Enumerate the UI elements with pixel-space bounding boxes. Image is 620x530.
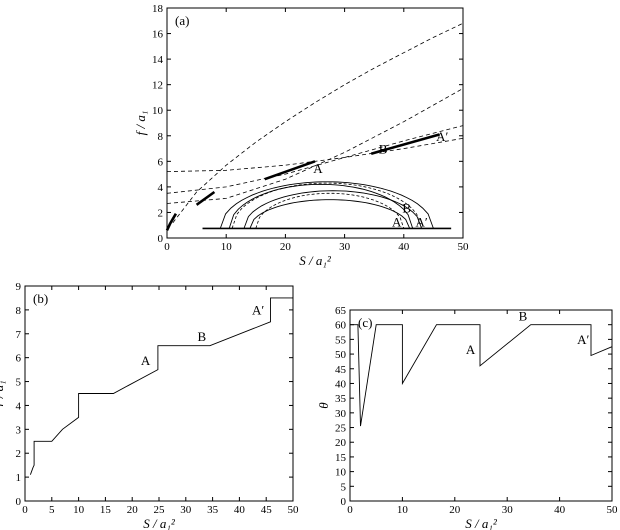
- panel-label: (a): [175, 13, 189, 28]
- plot-frame: [24, 285, 294, 502]
- arc-curve: [219, 181, 434, 229]
- annotation-label: B: [519, 308, 528, 323]
- y-tick-label: 0: [16, 496, 22, 508]
- x-tick-label: 15: [100, 504, 112, 516]
- y-axis-label: r / a₁: [0, 380, 6, 406]
- y-tick-label: 6: [158, 156, 164, 168]
- x-tick-label: 50: [607, 504, 619, 516]
- y-tick-label: 10: [152, 105, 164, 117]
- dashed-curve: [166, 125, 464, 194]
- annotation-label: A: [313, 161, 323, 176]
- x-tick-label: 5: [49, 504, 55, 516]
- y-tick-label: 30: [335, 408, 347, 420]
- x-tick-label: 10: [397, 504, 409, 516]
- x-tick-label: 40: [398, 241, 410, 253]
- bold-segment: [165, 213, 178, 231]
- arc-curve: [255, 192, 405, 229]
- annotation-label: A′: [577, 332, 589, 347]
- y-tick-label: 40: [335, 378, 347, 390]
- y-axis-label: θ: [316, 402, 331, 409]
- x-tick-label: 30: [180, 504, 192, 516]
- y-tick-label: 10: [335, 467, 347, 479]
- annotation-label: A′: [436, 129, 448, 144]
- annotation-label: A′: [415, 215, 427, 230]
- arc-curve: [249, 199, 411, 229]
- x-axis-label: S / a₁²: [465, 516, 498, 530]
- annotation-label: A: [392, 215, 402, 230]
- x-tick-label: 10: [221, 241, 233, 253]
- panel-label: (c): [358, 315, 372, 330]
- y-tick-label: 45: [335, 364, 347, 376]
- y-tick-label: 3: [16, 424, 22, 436]
- y-tick-label: 15: [335, 452, 347, 464]
- x-tick-label: 10: [73, 504, 85, 516]
- y-tick-label: 0: [341, 496, 347, 508]
- arc-curve: [231, 182, 422, 229]
- bold-segment: [370, 133, 440, 155]
- x-tick-label: 35: [207, 504, 219, 516]
- x-tick-label: 50: [288, 504, 300, 516]
- series-line: [29, 297, 293, 475]
- x-tick-label: 0: [22, 504, 28, 516]
- plot-frame: [349, 309, 613, 502]
- y-tick-label: 65: [335, 305, 347, 317]
- y-tick-label: 9: [16, 281, 22, 293]
- bold-segment: [264, 160, 316, 181]
- x-tick-label: 50: [458, 241, 470, 253]
- dashed-curve: [172, 22, 464, 223]
- x-tick-label: 40: [554, 504, 566, 516]
- x-tick-label: 0: [164, 241, 170, 253]
- panel-label: (b): [33, 291, 48, 306]
- y-tick-label: 55: [335, 334, 347, 346]
- y-tick-label: 8: [16, 305, 22, 317]
- y-tick-label: 14: [152, 54, 164, 66]
- annotation-label: A: [141, 353, 151, 368]
- y-tick-label: 20: [335, 437, 347, 449]
- y-tick-label: 5: [16, 377, 22, 389]
- y-tick-label: 12: [152, 80, 163, 92]
- x-axis-label: S / a₁²: [143, 516, 176, 530]
- x-tick-label: 20: [449, 504, 461, 516]
- y-tick-label: 7: [16, 329, 22, 341]
- y-tick-label: 16: [152, 29, 164, 41]
- y-tick-label: 18: [152, 3, 164, 15]
- annotation-label: A′: [252, 303, 264, 318]
- x-tick-label: 20: [127, 504, 139, 516]
- y-tick-label: 2: [158, 207, 164, 219]
- annotation-label: B: [402, 200, 411, 215]
- series-line: [350, 324, 613, 427]
- y-tick-label: 50: [335, 349, 347, 361]
- y-tick-label: 2: [16, 448, 22, 460]
- x-tick-label: 0: [347, 504, 353, 516]
- arc-curve: [228, 183, 414, 229]
- annotation-label: A: [466, 342, 476, 357]
- x-tick-label: 25: [154, 504, 166, 516]
- y-tick-label: 35: [335, 393, 347, 405]
- x-tick-label: 20: [280, 241, 292, 253]
- y-tick-label: 60: [335, 320, 347, 332]
- y-tick-label: 6: [16, 353, 22, 365]
- bold-segment: [195, 190, 216, 206]
- plot-frame: [166, 7, 464, 239]
- y-tick-label: 8: [158, 131, 164, 143]
- y-tick-label: 5: [341, 481, 347, 493]
- x-tick-label: 45: [261, 504, 273, 516]
- x-axis-label: S / a₁²: [299, 253, 332, 268]
- x-tick-label: 30: [339, 241, 351, 253]
- annotation-label: B: [198, 329, 207, 344]
- x-tick-label: 30: [502, 504, 514, 516]
- y-tick-label: 4: [16, 400, 22, 412]
- y-tick-label: 1: [16, 472, 22, 484]
- y-tick-label: 4: [158, 182, 164, 194]
- x-tick-label: 40: [234, 504, 246, 516]
- y-tick-label: 25: [335, 423, 347, 435]
- y-axis-label: f / a₁: [133, 111, 148, 136]
- annotation-label: B: [379, 142, 388, 157]
- y-tick-label: 0: [158, 233, 164, 245]
- panel-a: 0 10 20 30 40 50 0 2 4 6 8 10 12 14 16 18 S / a₁² f / a₁ (…: [133, 3, 469, 268]
